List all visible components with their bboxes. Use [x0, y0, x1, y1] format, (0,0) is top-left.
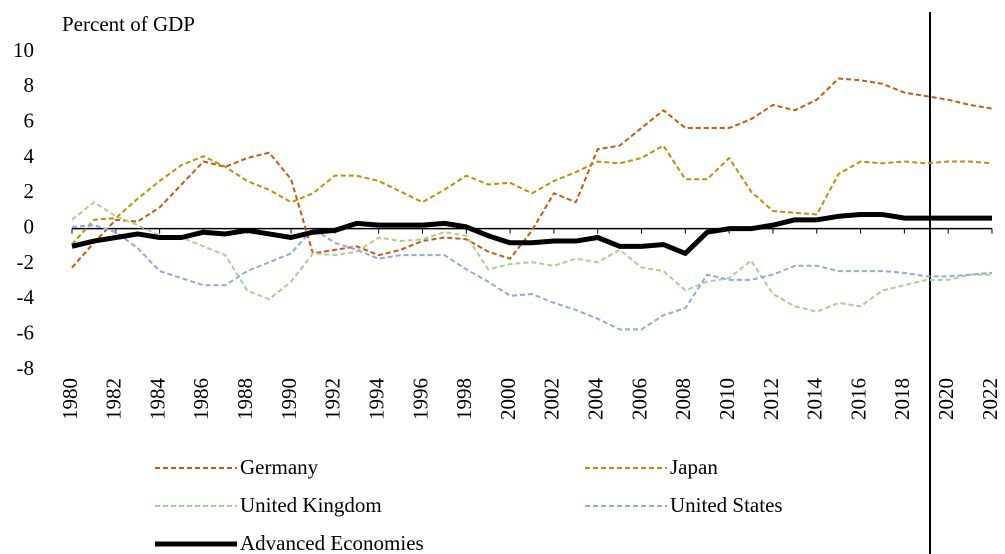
y-axis-label: Percent of GDP	[62, 12, 195, 36]
x-tick-label: 2010	[715, 378, 739, 420]
y-tick-label: 10	[13, 38, 34, 62]
x-tick-label: 2016	[846, 378, 870, 420]
x-tick-label: 1984	[145, 378, 169, 421]
y-tick-label: 6	[24, 108, 35, 132]
x-tick-label: 2004	[584, 378, 608, 421]
x-tick-label: 1986	[189, 378, 213, 420]
x-tick-label: 1980	[58, 378, 82, 420]
series-line	[71, 77, 993, 269]
x-tick-label: 2020	[934, 378, 958, 420]
legend-label: Germany	[240, 455, 319, 479]
legend-label: United States	[670, 493, 783, 517]
x-tick-label: 2012	[759, 378, 783, 420]
series-line	[71, 201, 992, 313]
x-tick-label: 2006	[627, 378, 651, 420]
x-tick-label: 2008	[671, 378, 695, 420]
x-tick-label: 1982	[102, 378, 126, 420]
series-line	[71, 224, 993, 331]
y-tick-label: -8	[17, 356, 35, 380]
legend-label: Advanced Economies	[240, 531, 424, 554]
x-tick-label: 1990	[277, 378, 301, 420]
legend-label: Japan	[670, 455, 718, 479]
x-tick-label: 1994	[364, 378, 388, 421]
y-tick-label: -6	[17, 320, 35, 344]
series-line	[71, 212, 992, 256]
x-tick-label: 1988	[233, 378, 257, 420]
y-tick-label: 0	[24, 214, 35, 238]
x-tick-label: 2014	[803, 378, 827, 421]
series-line	[71, 144, 993, 246]
x-tick-label: 1998	[452, 378, 476, 420]
legend-label: United Kingdom	[240, 493, 382, 517]
x-tick-label: 2002	[540, 378, 564, 420]
x-tick-label: 1996	[408, 378, 432, 420]
y-tick-label: -4	[17, 285, 35, 309]
x-tick-label: 2000	[496, 378, 520, 420]
x-tick-label: 2018	[890, 378, 914, 420]
y-tick-label: 2	[24, 179, 35, 203]
y-tick-label: 8	[24, 73, 35, 97]
y-tick-label: 4	[24, 144, 35, 168]
x-tick-label: 2022	[978, 378, 1002, 420]
x-tick-label: 1992	[321, 378, 345, 420]
y-tick-label: -2	[17, 250, 35, 274]
